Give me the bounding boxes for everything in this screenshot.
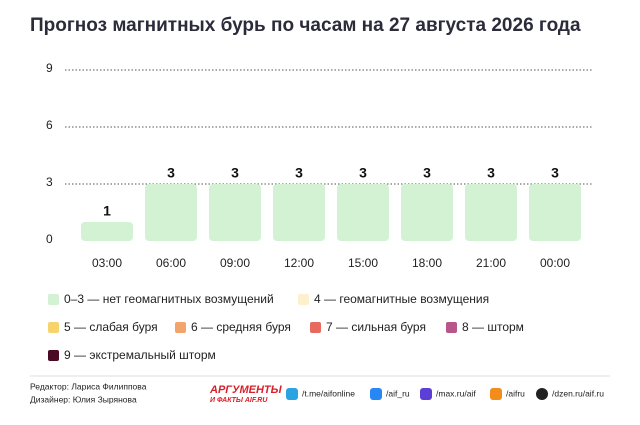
social-icon [536,388,548,400]
legend-label: 4 — геомагнитные возмущения [314,292,489,306]
value-label: 3 [167,165,175,181]
x-tick-label: 06:00 [156,256,186,270]
bar [81,222,133,241]
bar [145,184,197,241]
bar [401,184,453,241]
y-tick-label: 0 [46,232,53,246]
social-link[interactable]: /t.me/aifonline [302,388,355,398]
legend-label: 7 — сильная буря [326,320,426,334]
legend-swatch [310,322,321,333]
x-tick-label: 09:00 [220,256,250,270]
legend-swatch [48,322,59,333]
social-icon [286,388,298,400]
legend-label: 9 — экстремальный шторм [64,348,216,362]
social-icon [370,388,382,400]
social-link[interactable]: /dzen.ru/aif.ru [552,388,604,398]
y-tick-label: 3 [46,175,53,189]
value-label: 3 [231,165,239,181]
legend-label: 0–3 — нет геомагнитных возмущений [64,292,274,306]
x-tick-label: 15:00 [348,256,378,270]
chart-title: Прогноз магнитных бурь по часам на 27 ав… [30,15,581,36]
x-tick-label: 18:00 [412,256,442,270]
logo: И ФАКТЫ AIF.RU [210,397,268,404]
value-label: 3 [487,165,495,181]
social-link[interactable]: /aifru [506,388,525,398]
legend-swatch [298,294,309,305]
y-tick-label: 6 [46,118,53,132]
x-tick-label: 00:00 [540,256,570,270]
designer: Дизайнер: Юлия Зырянова [30,394,137,404]
bar [465,184,517,241]
legend-swatch [446,322,457,333]
y-tick-label: 9 [46,61,53,75]
editor: Редактор: Лариса Филиппова [30,381,147,391]
social-icon [420,388,432,400]
legend-swatch [175,322,186,333]
logo: АРГУМЕНТЫ [209,384,283,396]
value-label: 3 [359,165,367,181]
value-label: 3 [423,165,431,181]
x-tick-label: 21:00 [476,256,506,270]
bar [337,184,389,241]
x-tick-label: 12:00 [284,256,314,270]
social-icon [490,388,502,400]
legend-label: 5 — слабая буря [64,320,158,334]
value-label: 1 [103,203,111,219]
bar [209,184,261,241]
bar [273,184,325,241]
legend-swatch [48,294,59,305]
legend-swatch [48,350,59,361]
x-tick-label: 03:00 [92,256,122,270]
social-link[interactable]: /max.ru/aif [436,388,476,398]
value-label: 3 [295,165,303,181]
legend-label: 8 — шторм [462,320,524,334]
bar [529,184,581,241]
social-link[interactable]: /aif_ru [386,388,410,398]
legend-label: 6 — средняя буря [191,320,291,334]
value-label: 3 [551,165,559,181]
